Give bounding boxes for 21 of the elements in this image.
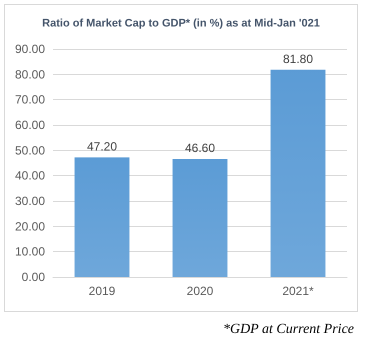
data-label: 47.20 (86, 139, 118, 154)
text: *GDP at Current Price (222, 322, 354, 338)
chart-title: Ratio of Market Cap to GDP* (in %) as at Mid-Jan '021 (42, 18, 320, 30)
bar (270, 70, 326, 277)
y-tick-label: 90.00 (14, 42, 46, 56)
y-tick-label: 50.00 (14, 143, 46, 158)
y-tick-label: 40.00 (14, 168, 46, 183)
y-tick-label: 10.00 (14, 244, 46, 259)
y-tick-label: 20.00 (14, 219, 46, 234)
data-label: 46.60 (184, 140, 216, 155)
y-tick-label: 80.00 (14, 67, 46, 82)
bar (172, 158, 228, 277)
y-tick-label: 0.00 (22, 270, 46, 284)
bar (74, 157, 130, 277)
y-tick-label: 70.00 (14, 92, 46, 107)
y-tick-label: 30.00 (14, 194, 46, 208)
y-tick-label: 60.00 (14, 118, 46, 132)
x-tick-label: 2020 (186, 284, 214, 298)
x-tick-label: 2021* (282, 284, 314, 298)
x-tick-label: 2019 (88, 284, 116, 298)
data-label: 81.80 (282, 52, 314, 66)
